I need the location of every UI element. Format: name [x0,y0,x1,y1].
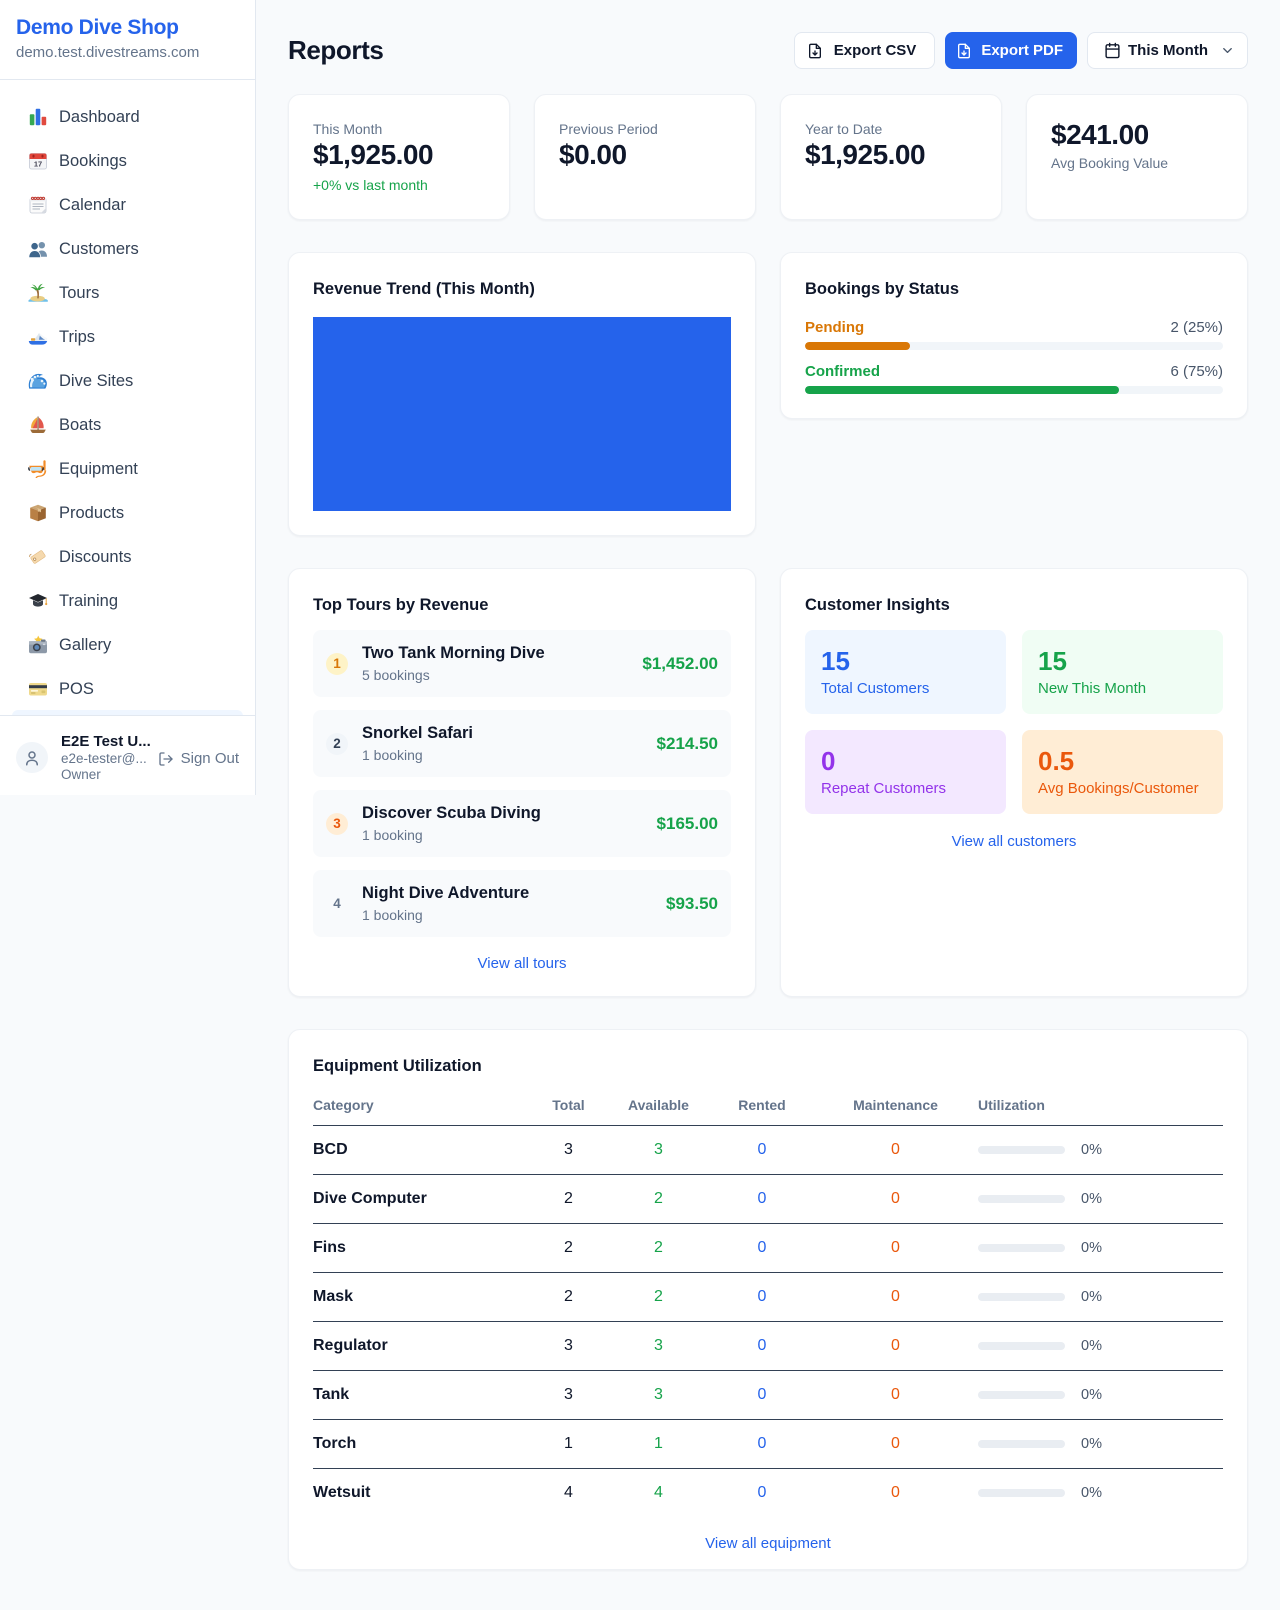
svg-text:17: 17 [34,160,42,169]
